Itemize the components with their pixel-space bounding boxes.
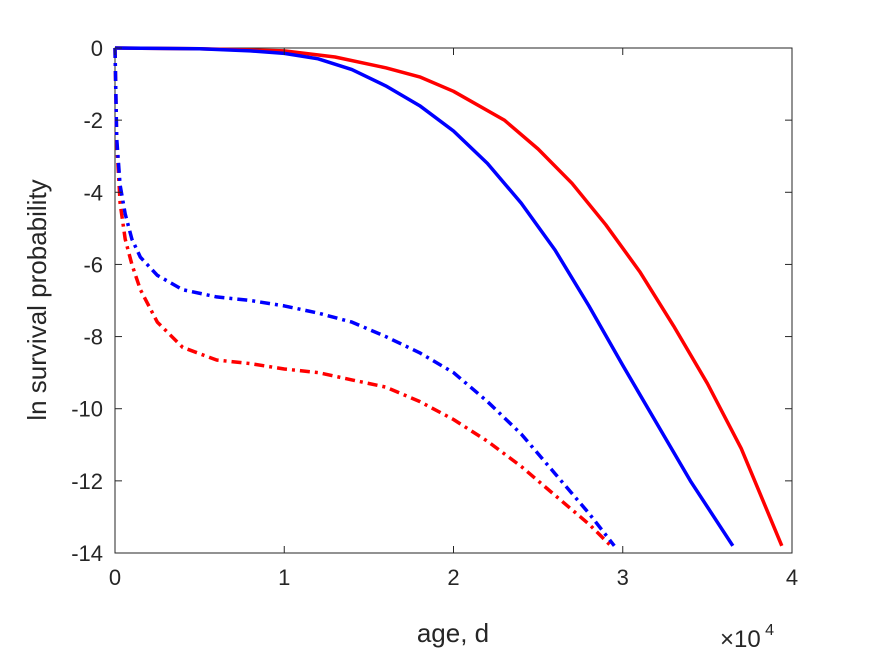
y-tick-label: -14	[71, 541, 103, 566]
y-axis-label: ln survival probability	[22, 179, 52, 420]
y-tick-label: 0	[91, 36, 103, 61]
series-line-4-dashdot	[113, 47, 616, 547]
tick-layer: 0 1 2 3 4 0 -2 -4 -6 -8 -10 -12 -14	[71, 36, 798, 590]
x-tick-label: 0	[109, 565, 121, 590]
x-axis-multiplier-base: ×10	[720, 626, 761, 653]
x-axis-multiplier: ×10 4	[720, 622, 774, 653]
x-axis-label: age, d	[417, 618, 489, 648]
x-tick-label: 1	[278, 565, 290, 590]
y-tick-label: -4	[83, 180, 103, 205]
y-tick-label: -12	[71, 469, 103, 494]
x-tick-label: 2	[447, 565, 459, 590]
series-line-3-dashdot	[113, 47, 613, 548]
y-tick-label: -2	[83, 108, 103, 133]
y-tick-label: -6	[83, 252, 103, 277]
series-layer	[113, 46, 784, 548]
y-tick-label: -10	[71, 397, 103, 422]
plot-area	[114, 47, 793, 554]
x-axis-multiplier-exponent: 4	[765, 622, 774, 639]
series-line-1-solid	[114, 46, 784, 547]
x-tick-label: 3	[617, 565, 629, 590]
y-tick-label: -8	[83, 325, 103, 350]
series-line-2-solid	[114, 46, 735, 547]
x-tick-label: 4	[786, 565, 798, 590]
